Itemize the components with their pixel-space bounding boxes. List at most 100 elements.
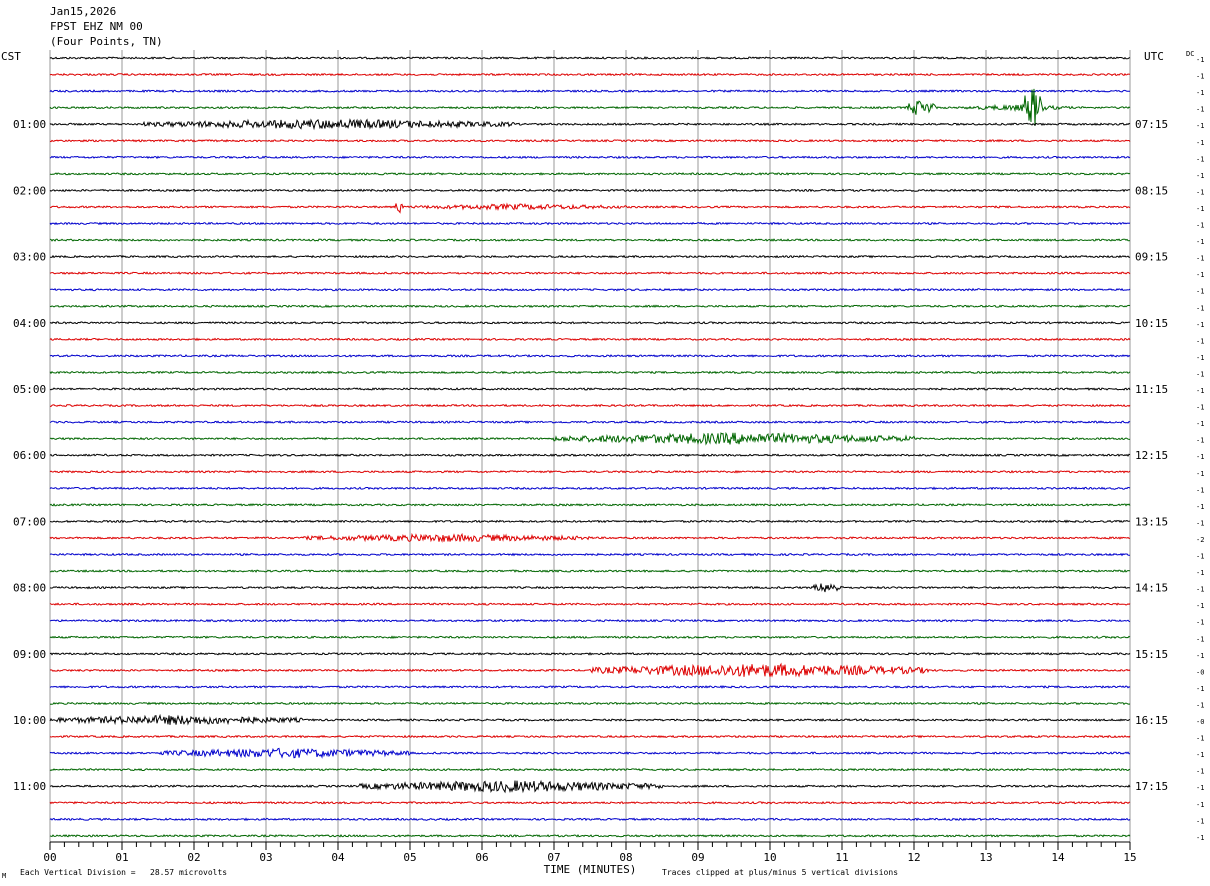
dc-offset-value: -1: [1196, 685, 1204, 693]
x-tick-label: 05: [403, 851, 416, 864]
cst-hour-label: 11:00: [13, 780, 46, 793]
x-tick-label: 06: [475, 851, 488, 864]
dc-offset-value: -1: [1196, 387, 1204, 395]
dc-offset-value: -0: [1196, 718, 1204, 726]
x-tick-label: 12: [907, 851, 920, 864]
utc-hour-label: 11:15: [1135, 383, 1168, 396]
trace-line: [49, 56, 1131, 60]
dc-offset-value: -1: [1196, 437, 1204, 445]
cst-hour-label: 09:00: [13, 648, 46, 661]
trace-line: [49, 72, 1131, 77]
dc-offset-value: -1: [1196, 222, 1204, 230]
x-tick-label: 07: [547, 851, 560, 864]
dc-offset-value: -0: [1196, 668, 1204, 676]
trace-line: [49, 602, 1131, 606]
x-axis-title: TIME (MINUTES): [544, 863, 637, 876]
trace-line: [49, 370, 1131, 375]
trace-line: [49, 618, 1131, 623]
trace-line: [49, 287, 1131, 292]
utc-hour-label: 08:15: [1135, 184, 1168, 197]
trace-line: [49, 552, 1130, 557]
trace-line: [49, 202, 1131, 214]
corner-mark: M: [2, 872, 7, 880]
dc-header: DC: [1186, 50, 1194, 58]
dc-offset-value: -1: [1196, 801, 1204, 809]
header-station: FPST EHZ NM 00: [50, 20, 143, 33]
trace-line: [49, 469, 1131, 474]
x-tick-label: 08: [619, 851, 632, 864]
trace-line: [49, 271, 1131, 275]
dc-offset-value: -1: [1196, 519, 1204, 527]
clipping-note: Traces clipped at plus/minus 5 vertical …: [662, 868, 899, 877]
x-tick-label: 09: [691, 851, 704, 864]
trace-line: [49, 747, 1130, 759]
cst-hour-label: 02:00: [13, 184, 46, 197]
trace-line: [49, 701, 1131, 706]
trace-line: [49, 685, 1131, 689]
trace-line: [49, 420, 1131, 425]
dc-offset-value: -1: [1196, 586, 1204, 594]
trace-line: [49, 569, 1131, 573]
dc-offset-value: -1: [1196, 768, 1204, 776]
trace-line: [49, 532, 1131, 543]
dc-offset-value: -1: [1196, 404, 1204, 412]
dc-offset-value: -1: [1196, 453, 1204, 461]
x-tick-label: 13: [979, 851, 992, 864]
dc-offset-value: -1: [1196, 735, 1204, 743]
utc-hour-label: 07:15: [1135, 118, 1168, 131]
trace-line: [50, 519, 1131, 524]
utc-hour-label: 10:15: [1135, 317, 1168, 330]
dc-offset-value: -1: [1196, 139, 1204, 147]
x-tick-label: 01: [115, 851, 128, 864]
x-tick-label: 03: [259, 851, 272, 864]
trace-line: [49, 403, 1131, 408]
trace-line: [49, 238, 1131, 242]
dc-offset-value: -1: [1196, 172, 1204, 180]
trace-line: [49, 486, 1131, 491]
cst-hour-label: 03:00: [13, 251, 46, 264]
utc-hour-label: 09:15: [1135, 251, 1168, 264]
time-axis: 00 01 02 03 04 05 06 07 08 09 10 11 12 13 14 15 TIME (MI…: [43, 841, 1137, 876]
dc-offset-value: -1: [1196, 635, 1204, 643]
trace-line: [49, 155, 1131, 160]
seismic-traces: [49, 56, 1131, 838]
x-tick-label: 14: [1051, 851, 1065, 864]
utc-hour-label: 13:15: [1135, 515, 1168, 528]
dc-offset-value: -1: [1196, 834, 1204, 842]
dc-offset-value: -1: [1196, 470, 1204, 478]
trace-line: [49, 583, 1131, 593]
trace-line: [49, 635, 1131, 640]
trace-line: [49, 88, 1131, 127]
dc-offset-value: -1: [1196, 288, 1204, 296]
trace-line: [49, 453, 1131, 458]
cst-hour-label: 01:00: [13, 118, 46, 131]
dc-offset-value: -1: [1196, 553, 1204, 561]
utc-hour-label: 14:15: [1135, 582, 1168, 595]
dc-offset-value: -1: [1196, 304, 1204, 312]
trace-line: [49, 221, 1131, 226]
trace-line: [50, 254, 1131, 259]
dc-offset-value: -1: [1196, 255, 1204, 263]
dc-offset-value: -1: [1196, 751, 1204, 759]
cst-label: CST: [1, 50, 21, 63]
trace-line: [49, 713, 1131, 726]
trace-line: [49, 651, 1131, 656]
time-labels: 01:00 07:15 02:00 08:15 03:00 09:15 04:00 10:15…: [13, 118, 1168, 793]
utc-hour-label: 12:15: [1135, 449, 1168, 462]
dc-offset-value: -1: [1196, 420, 1204, 428]
cst-hour-label: 06:00: [13, 449, 46, 462]
dc-offset-value: -1: [1196, 784, 1204, 792]
utc-hour-label: 15:15: [1135, 648, 1168, 661]
dc-offset-value: -1: [1196, 188, 1204, 196]
dc-offset-value: -1: [1196, 701, 1204, 709]
trace-line: [49, 188, 1130, 193]
trace-line: [49, 337, 1131, 342]
x-tick-label: 00: [43, 851, 56, 864]
trace-line: [49, 172, 1131, 176]
dc-offset-value: -1: [1196, 106, 1204, 114]
dc-offset-value: -1: [1196, 56, 1204, 64]
cst-hour-label: 07:00: [13, 515, 46, 528]
dc-offset-value: -1: [1196, 238, 1204, 246]
x-tick-label: 15: [1123, 851, 1136, 864]
